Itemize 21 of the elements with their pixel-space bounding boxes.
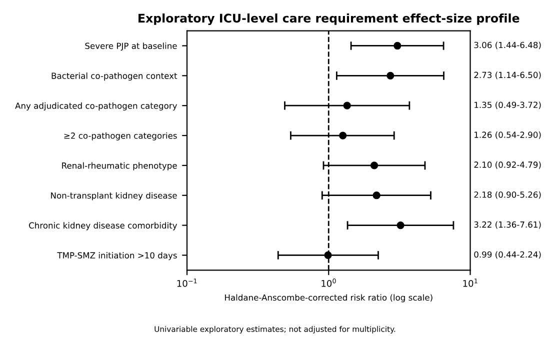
- data-label: 3.06 (1.44-6.48): [474, 42, 541, 50]
- y-tick-label: ≥2 co-pathogen categories: [64, 132, 177, 140]
- data-label: 2.10 (0.92-4.79): [474, 161, 541, 169]
- y-tick-label: Severe PJP at baseline: [85, 42, 177, 51]
- chart-title: Exploratory ICU-level care requirement effect-size profile: [138, 13, 520, 25]
- data-label: 0.99 (0.44-2.24): [474, 251, 541, 259]
- y-tick-label: Non-transplant kidney disease: [51, 192, 177, 200]
- y-tick-label: Renal-rheumatic phenotype: [62, 162, 177, 170]
- x-tick-label: 10$^{−1}$: [177, 278, 197, 287]
- data-label: 2.18 (0.90-5.26): [474, 191, 541, 199]
- y-tick-label: Chronic kidney disease comorbidity: [29, 222, 178, 230]
- data-label: 1.35 (0.49-3.72): [474, 102, 541, 109]
- y-tick-label: TMP-SMZ initiation >10 days: [57, 252, 177, 260]
- data-label: 1.26 (0.54-2.90): [474, 131, 541, 139]
- data-label: 3.22 (1.36-7.61): [474, 221, 541, 229]
- y-tick-label: Any adjudicated co-pathogen category: [15, 102, 178, 110]
- x-tick-label: 10$^{1}$: [463, 278, 478, 287]
- x-tick-label: 10$^{0}$: [322, 278, 336, 287]
- x-axis-title: Haldane-Anscombe-corrected risk ratio (log scale): [225, 294, 432, 302]
- y-tick-label: Bacterial co-pathogen context: [52, 72, 178, 81]
- data-label: 2.73 (1.14-6.50): [474, 72, 541, 80]
